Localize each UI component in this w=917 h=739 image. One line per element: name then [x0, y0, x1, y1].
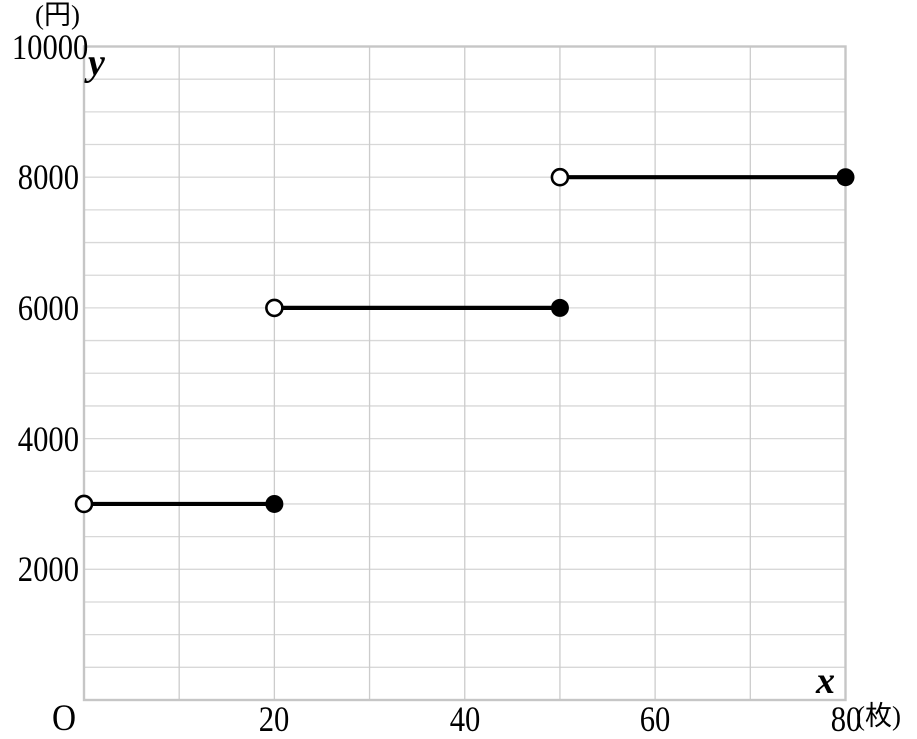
closed-endpoint	[550, 298, 569, 317]
closed-endpoint	[265, 494, 284, 513]
y-tick-label: 8000	[17, 157, 79, 198]
y-axis-letter: y	[88, 42, 105, 84]
open-endpoint	[265, 298, 284, 318]
x-tick-label: 20	[259, 699, 290, 739]
x-axis-unit-label: (枚)	[856, 701, 901, 731]
x-tick-label: 60	[639, 699, 671, 739]
y-axis-unit-label: (円)	[35, 0, 80, 30]
x-tick-label: 40	[449, 699, 481, 739]
y-tick-label: 2000	[17, 549, 79, 590]
y-tick-label: 4000	[17, 418, 79, 459]
open-endpoint	[74, 494, 94, 514]
y-tick-label: 10000	[11, 26, 89, 67]
y-tick-label: 6000	[17, 287, 79, 328]
open-endpoint	[550, 167, 570, 187]
x-axis-letter: x	[816, 660, 835, 702]
x-tick-label: 80	[830, 699, 861, 739]
plot-border	[82, 45, 847, 702]
closed-endpoint	[836, 168, 855, 187]
origin-label: O	[51, 698, 77, 739]
